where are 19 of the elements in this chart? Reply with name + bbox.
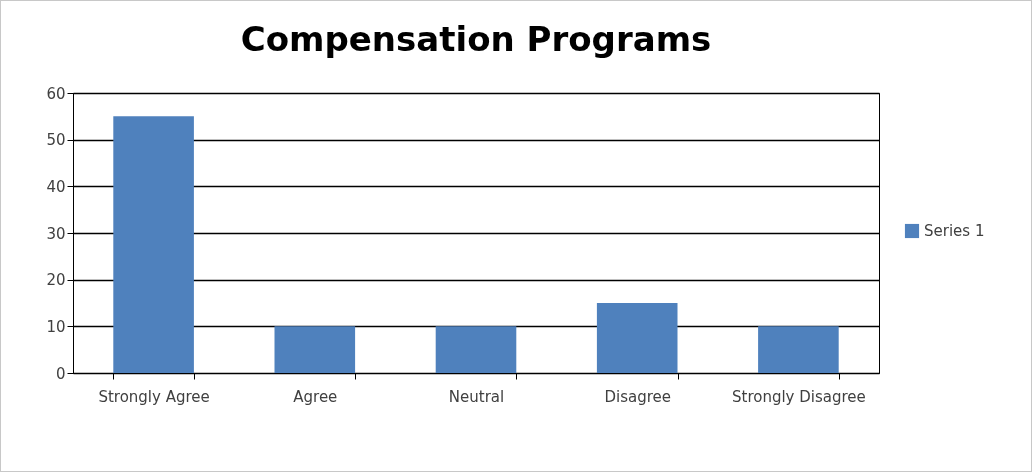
bar <box>435 326 517 373</box>
y-tick-label: 0 <box>55 364 66 383</box>
bar <box>758 326 839 373</box>
bar <box>596 303 678 373</box>
x-tick-label: Neutral <box>448 387 505 406</box>
y-tick-label: 50 <box>46 131 66 150</box>
x-tick-label: Strongly Agree <box>98 387 210 406</box>
y-tick-label: 20 <box>46 271 66 290</box>
y-tick-label: 10 <box>46 317 66 336</box>
legend-label: Series 1 <box>924 222 985 240</box>
x-tick-label: Strongly Disagree <box>731 387 866 406</box>
x-tick-label: Disagree <box>604 387 671 406</box>
bar <box>274 326 356 373</box>
y-tick-label: 60 <box>46 84 66 103</box>
x-tick-label: Agree <box>293 387 338 406</box>
y-tick-label: 30 <box>46 224 66 243</box>
y-tick-label: 40 <box>46 177 66 196</box>
bar <box>113 116 194 373</box>
chart-title: Compensation Programs <box>240 19 712 59</box>
